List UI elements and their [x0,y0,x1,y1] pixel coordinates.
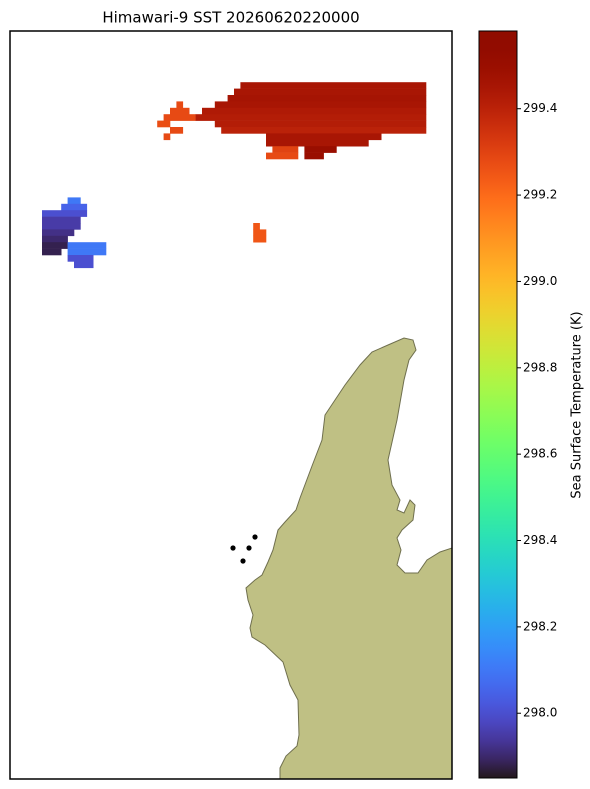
sst-pixel [42,210,88,217]
sst-pixel [42,235,68,243]
sst-pixel [234,88,427,96]
sst-pixel [67,242,107,249]
map-frame [9,30,453,780]
sst-pixel [253,223,260,230]
colorbar-tick-label: 298.8 [523,360,557,374]
sst-pixel [221,127,427,134]
colorbar-tick-label: 298.4 [523,533,557,547]
sst-pixel [253,235,267,243]
colorbar [478,30,518,779]
colorbar-tick-label: 299.2 [523,188,557,202]
sst-pixel [42,242,68,249]
sst-pixel [214,120,427,128]
sst-pixel [157,120,171,128]
sst-pixel [170,107,190,115]
sst-pixel [42,223,81,230]
colorbar-label: Sea Surface Temperature (K) [570,311,585,498]
station-dot [240,558,246,564]
sst-pixel [163,133,171,141]
map-area [42,82,452,779]
sst-pixel [272,146,299,153]
chart-title: Himawari-9 SST 20260620220000 [102,9,359,27]
sst-pixel [42,216,81,224]
sst-pixel [266,139,369,147]
sst-pixel [176,101,184,109]
sst-pixel [67,248,107,256]
station-dot [252,534,258,540]
sst-pixel [266,152,299,160]
colorbar-tick-label: 298.2 [523,619,557,633]
colorbar-tick-label: 299.4 [523,101,557,115]
sst-pixel [253,229,267,237]
sst-pixel [304,152,324,160]
sst-pixel [61,203,88,211]
colorbar-tick-label: 298.6 [523,447,557,461]
sst-pixel [74,261,94,269]
sst-pixel [170,127,184,134]
sst-pixel [195,114,427,121]
sst-pixel [304,146,337,153]
station-dot [230,545,236,551]
sst-pixel [67,197,81,205]
sst-pixel [42,248,62,256]
sst-pixel [227,95,427,102]
station-dot [246,545,252,551]
sst-pixel [240,82,427,89]
sst-pixel [202,107,427,115]
sst-pixel [214,101,427,109]
colorbar-tick-label: 299.0 [523,274,557,288]
sst-pixel [163,114,196,121]
land [245,337,452,779]
sst-pixel [266,133,382,141]
sst-pixel [42,229,75,237]
sst-pixel [67,255,94,262]
colorbar-tick-label: 298.0 [523,706,557,720]
